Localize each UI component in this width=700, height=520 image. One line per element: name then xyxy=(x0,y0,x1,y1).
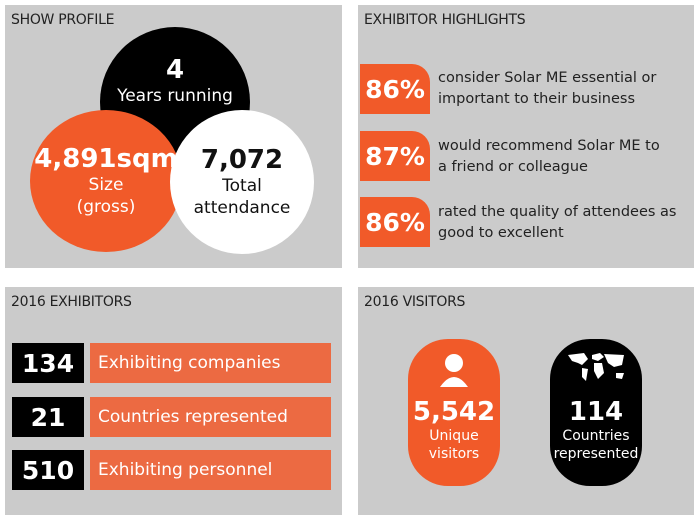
unique-visitors-label-2: visitors xyxy=(428,446,480,462)
exhibitor-count: 21 xyxy=(12,397,84,437)
highlight-text: important to their business xyxy=(438,91,636,107)
countries-label: Countries xyxy=(562,428,630,444)
unique-visitors-pill: 5,542 Unique visitors xyxy=(408,339,500,486)
attendance-label: Total xyxy=(222,176,262,196)
exhibitor-label: Exhibiting companies xyxy=(90,343,331,383)
world-map-icon xyxy=(568,353,624,381)
exhibitor-count: 134 xyxy=(12,343,84,383)
exhibitors-panel: 2016 EXHIBITORS 134 Exhibiting companies… xyxy=(5,287,342,515)
exhibitor-label: Exhibiting personnel xyxy=(90,450,331,490)
size-label: Size xyxy=(88,175,124,195)
size-label-gross: (gross) xyxy=(76,197,136,217)
exhibitor-highlights-panel: EXHIBITOR HIGHLIGHTS 86% consider Solar … xyxy=(358,5,694,268)
visitors-panel: 2016 VISITORS 5,542 Unique visitors 114 … xyxy=(358,287,694,515)
size-value: 4,891sqm xyxy=(34,144,178,174)
highlight-text: a friend or colleague xyxy=(438,159,588,175)
attendance-circle: 7,072 Total attendance xyxy=(170,110,314,254)
years-value: 4 xyxy=(165,55,185,85)
exhibitor-label: Countries represented xyxy=(90,397,331,437)
show-profile-panel: SHOW PROFILE 4 Years running 4,891sqm Si… xyxy=(5,5,342,268)
highlight-percent: 87% xyxy=(360,131,430,181)
countries-label-2: represented xyxy=(553,446,639,462)
highlight-percent: 86% xyxy=(360,197,430,247)
countries-value: 114 xyxy=(568,397,624,427)
highlight-text: rated the quality of attendees as xyxy=(438,204,677,220)
highlight-text: would recommend Solar ME to xyxy=(438,138,660,154)
attendance-label-2: attendance xyxy=(193,198,291,218)
highlight-text: good to excellent xyxy=(438,225,564,241)
years-label: Years running xyxy=(117,86,233,106)
panel-title: SHOW PROFILE xyxy=(11,12,115,28)
highlight-percent: 86% xyxy=(360,64,430,114)
unique-visitors-value: 5,542 xyxy=(412,397,496,427)
unique-visitors-label: Unique xyxy=(429,428,479,444)
highlight-text: consider Solar ME essential or xyxy=(438,70,657,86)
countries-pill: 114 Countries represented xyxy=(550,339,642,486)
exhibitor-count: 510 xyxy=(12,450,84,490)
panel-title: 2016 VISITORS xyxy=(364,294,466,310)
panel-title: EXHIBITOR HIGHLIGHTS xyxy=(364,12,526,28)
attendance-value: 7,072 xyxy=(200,145,284,175)
size-circle: 4,891sqm Size (gross) xyxy=(30,110,182,252)
panel-title: 2016 EXHIBITORS xyxy=(11,294,132,310)
person-icon xyxy=(440,354,468,387)
